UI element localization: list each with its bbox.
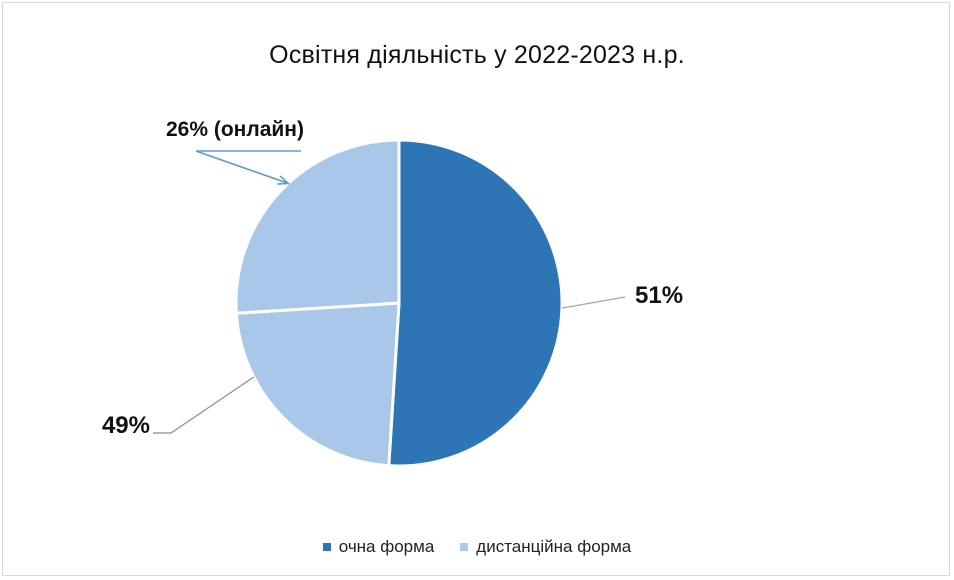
leader-line-0: [561, 296, 626, 309]
pie-slice-2: [234, 138, 401, 315]
pie-slice-0: [387, 138, 564, 468]
data-label-2: 26% (онлайн): [166, 118, 304, 141]
data-labels: 51% 49% 26% (онлайн): [102, 118, 683, 439]
data-label-1: 49%: [102, 412, 150, 439]
legend-label-dystantsiina: дистанційна форма: [476, 537, 632, 556]
pie-slice-1: [234, 301, 401, 468]
annotation-arrow-line: [195, 150, 301, 185]
annotation-arrow-head: [277, 175, 291, 185]
legend-swatch-dystantsiina: [460, 543, 469, 551]
leader-lines: [153, 150, 626, 434]
pie-slices: [234, 138, 564, 468]
leader-line-1: [153, 376, 255, 434]
data-label-0: 51%: [635, 282, 683, 309]
legend: очна форма дистанційна форма: [3, 537, 951, 557]
legend-label-ochna: очна форма: [338, 537, 435, 556]
legend-swatch-ochna: [322, 543, 331, 551]
legend-item-dystantsiina: дистанційна форма: [460, 537, 631, 557]
chart-title: Освітня діяльність у 2022-2023 н.р.: [269, 41, 685, 69]
pie-chart: 51% 49% 26% (онлайн): [102, 118, 683, 468]
legend-item-ochna: очна форма: [322, 537, 435, 557]
